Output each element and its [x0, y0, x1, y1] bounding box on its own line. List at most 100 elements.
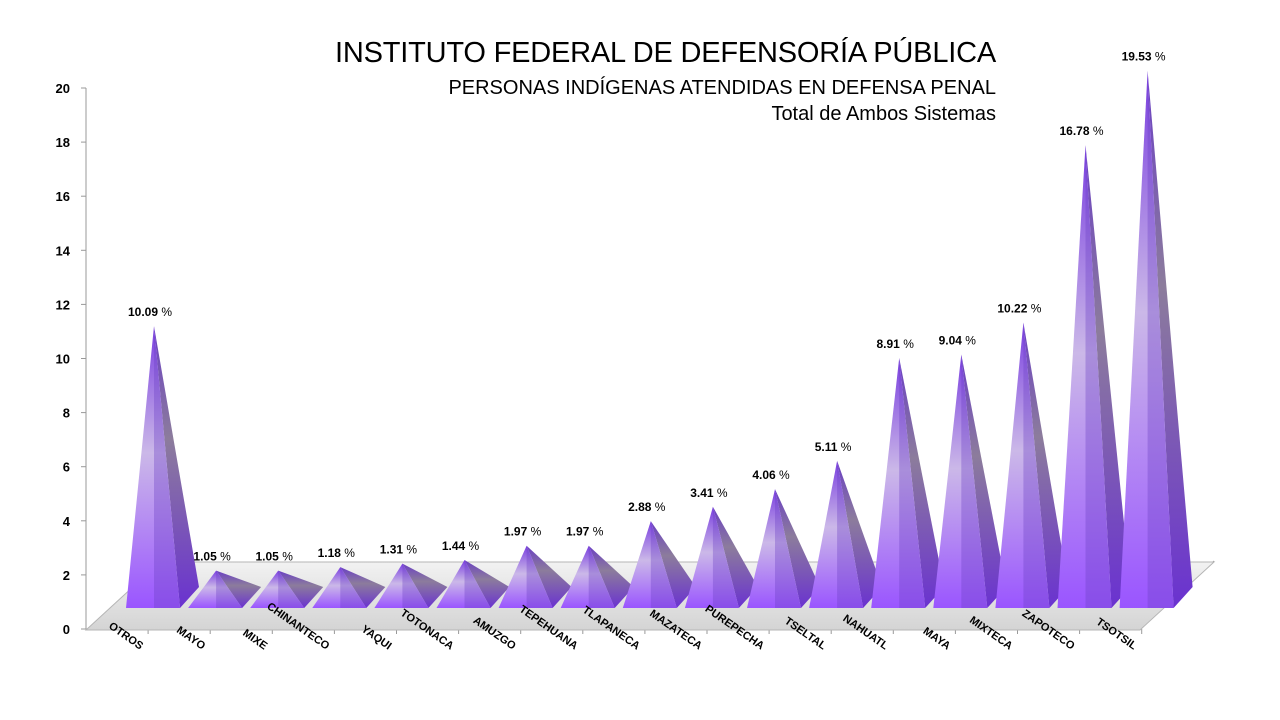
- pyramid-bar: [188, 570, 262, 608]
- y-tick-label: 10: [56, 352, 70, 367]
- pyramid-shade-face: [775, 489, 801, 608]
- pyramid-shade-face: [961, 354, 988, 608]
- pyramid-side-face: [712, 506, 758, 608]
- pyramid-shade-face: [1023, 322, 1050, 608]
- pyramid-front-face: [312, 567, 367, 608]
- pyramid-bar: [498, 545, 572, 608]
- pyramid-bar: [436, 560, 510, 608]
- pyramid-side-face: [588, 545, 634, 608]
- pyramid-side-face: [340, 567, 386, 608]
- data-label: 1.31 %: [380, 543, 418, 557]
- pyramid-front-face: [684, 506, 739, 608]
- pyramid-bar: [374, 563, 448, 608]
- pyramid-side-face: [650, 521, 696, 608]
- pyramid-front-face: [188, 570, 243, 608]
- pyramid-front-face: [374, 563, 429, 608]
- y-tick-label: 4: [63, 514, 71, 529]
- pyramid-shade-face: [899, 357, 926, 608]
- pyramid-front-face: [560, 545, 615, 608]
- data-label: 3.41 %: [690, 486, 728, 500]
- pyramid-front-face: [809, 460, 864, 608]
- pyramid-bar: [871, 357, 945, 608]
- data-label: 1.18 %: [318, 546, 356, 560]
- y-tick-label: 18: [56, 135, 70, 150]
- pyramid-front-face: [250, 570, 305, 608]
- pyramid-front-face: [747, 489, 801, 608]
- pyramid-side-face: [899, 357, 945, 608]
- pyramid-bar: [250, 570, 324, 608]
- pyramid-side-face: [526, 545, 572, 608]
- pyramid-bar: [622, 521, 696, 608]
- data-label: 5.11 %: [815, 440, 852, 454]
- pyramid-front-face: [1119, 70, 1174, 608]
- data-label: 4.06 %: [752, 468, 790, 482]
- pyramid-bar: [312, 567, 386, 608]
- pyramid-side-face: [1147, 70, 1193, 608]
- chart-title: INSTITUTO FEDERAL DE DEFENSORÍA PÚBLICA: [335, 37, 996, 69]
- chart-subtitle: PERSONAS INDÍGENAS ATENDIDAS EN DEFENSA …: [448, 77, 996, 99]
- pyramid-front-face: [995, 322, 1050, 608]
- pyramid-shade-face: [526, 545, 553, 608]
- pyramid-side-face: [216, 570, 262, 608]
- data-label: 2.88 %: [628, 500, 666, 514]
- pyramid-shade-face: [837, 460, 864, 608]
- data-label: 1.44 %: [442, 539, 480, 553]
- data-label: 19.53 %: [1122, 50, 1166, 64]
- pyramid-bar: [684, 506, 758, 608]
- pyramid-bar: [933, 354, 1007, 608]
- y-tick-label: 12: [56, 297, 70, 312]
- y-tick-label: 16: [56, 189, 70, 204]
- pyramid-front-face: [871, 357, 926, 608]
- pyramid-front-face: [622, 521, 677, 608]
- pyramid-side-face: [1023, 322, 1069, 608]
- y-tick-label: 0: [63, 622, 70, 637]
- data-label: 1.97 %: [504, 525, 542, 539]
- chart-titles: INSTITUTO FEDERAL DE DEFENSORÍA PÚBLICA …: [335, 36, 996, 127]
- pyramid-bar: [1057, 145, 1131, 608]
- pyramid-side-face: [961, 354, 1007, 608]
- y-tick-label: 8: [63, 406, 70, 421]
- y-tick-label: 2: [63, 568, 70, 583]
- pyramid-side-face: [464, 560, 510, 608]
- pyramid-bar: [560, 545, 634, 608]
- pyramid-shade-face: [278, 570, 305, 608]
- pyramid-shade-face: [340, 567, 367, 608]
- y-tick-label: 6: [63, 460, 70, 475]
- pyramid-side-face: [775, 489, 820, 608]
- pyramid-front-face: [1057, 145, 1112, 608]
- data-label: 1.05 %: [256, 550, 294, 564]
- data-label: 10.09 %: [128, 305, 172, 319]
- pyramid-side-face: [278, 570, 324, 608]
- pyramid-front-face: [498, 545, 553, 608]
- pyramid-shade-face: [402, 563, 429, 608]
- data-label: 16.78 %: [1059, 124, 1103, 138]
- pyramid-shade-face: [1147, 70, 1174, 608]
- pyramid-shade-face: [1085, 145, 1112, 608]
- pyramid-side-face: [154, 326, 199, 608]
- pyramid-bar: [1119, 70, 1193, 608]
- pyramid-side-face: [1085, 145, 1131, 608]
- pyramid-layer: [126, 70, 1193, 608]
- pyramid-bar: [747, 489, 820, 608]
- y-tick-label: 14: [56, 243, 71, 258]
- pyramid-front-face: [933, 354, 988, 608]
- data-label: 8.91 %: [877, 337, 915, 351]
- pyramid-shade-face: [216, 570, 243, 608]
- pyramid-shade-face: [154, 326, 180, 608]
- pyramid-side-face: [837, 460, 883, 608]
- pyramid-shade-face: [588, 545, 615, 608]
- pyramid-bar: [809, 460, 883, 608]
- y-tick-label: 20: [56, 81, 70, 96]
- pyramid-side-face: [402, 563, 448, 608]
- pyramid-bar: [126, 326, 199, 608]
- data-label: 1.05 %: [193, 550, 231, 564]
- pyramid-bar: [995, 322, 1069, 608]
- data-label: 1.97 %: [566, 525, 604, 539]
- pyramid-front-face: [126, 326, 180, 608]
- data-label: 10.22 %: [997, 302, 1041, 316]
- data-label: 9.04 %: [939, 333, 977, 347]
- pyramid-shade-face: [712, 506, 739, 608]
- chart-subtitle-secondary: Total de Ambos Sistemas: [771, 103, 996, 125]
- pyramid-shade-face: [464, 560, 491, 608]
